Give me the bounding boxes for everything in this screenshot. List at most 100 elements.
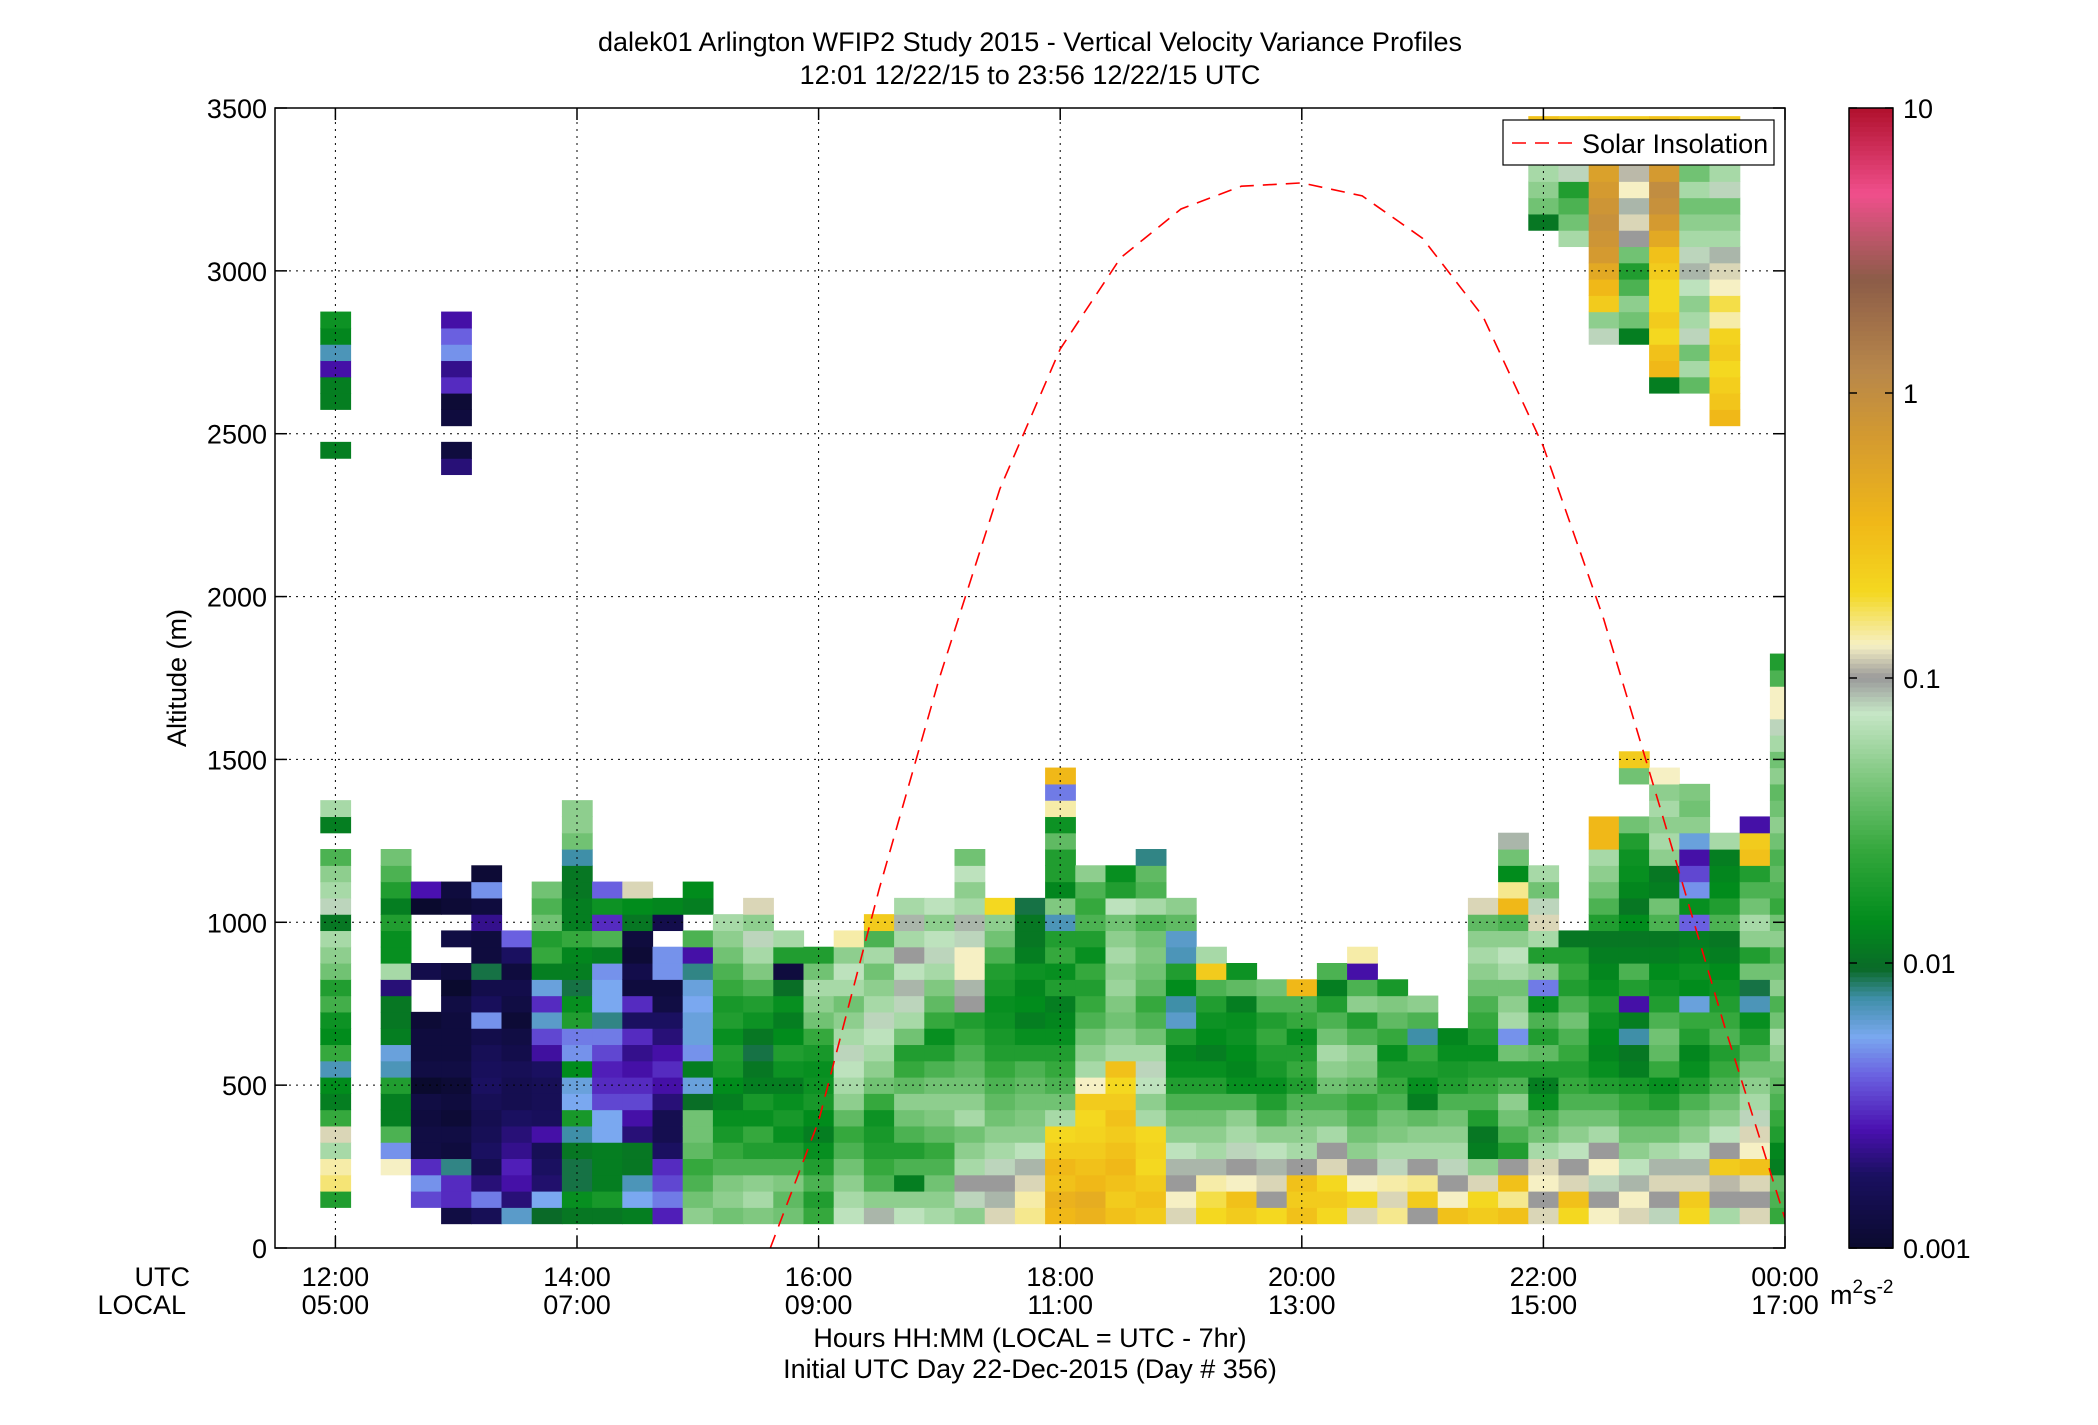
heatmap-cell [501,979,533,997]
heatmap-cell [1045,963,1076,980]
heatmap-cell [803,1028,835,1046]
heatmap-cell [592,1158,623,1176]
heatmap-cell [1558,230,1590,248]
heatmap-cell [1226,1158,1258,1176]
colorbar-segment [1849,179,1893,185]
heatmap-cell [833,1142,865,1160]
heatmap-cell [320,393,352,410]
colorbar-segment [1849,245,1893,252]
heatmap-cell [712,995,744,1013]
heatmap-cell [1588,197,1620,215]
colorbar-segment [1849,207,1893,214]
colorbar-segment [1849,853,1893,860]
heatmap-cell [652,1011,684,1029]
heatmap-cell [592,897,623,915]
colorbar-segment [1849,782,1893,789]
heatmap-cell [1588,230,1620,248]
x-tick-label-utc: 14:00 [543,1262,611,1292]
colorbar-segment [1849,369,1893,375]
heatmap-cell [380,1109,412,1127]
heatmap-cell [320,441,352,459]
heatmap-cell [531,1174,563,1192]
heatmap-cell [682,1077,714,1094]
colorbar-segment [1849,649,1893,656]
heatmap-cell [863,979,895,997]
heatmap-cell [1135,897,1167,915]
heatmap-cell [1649,865,1680,883]
colorbar-segment [1849,146,1893,152]
colorbar-segment [1849,1081,1893,1088]
heatmap-cell [1679,262,1711,280]
heatmap-cell [1769,897,1785,915]
colorbar-segment [1849,1124,1893,1131]
heatmap-cell [712,1109,744,1127]
heatmap-cell [773,1125,805,1143]
heatmap-cell [1347,1109,1378,1127]
heatmap-cell [924,963,956,980]
heatmap-cell [1709,995,1741,1013]
heatmap-cell [1135,1044,1167,1062]
heatmap-cell [984,1077,1016,1094]
heatmap-cell [1769,1109,1785,1127]
colorbar-segment [1849,459,1893,466]
heatmap-cell [1135,1011,1167,1029]
heatmap-cell [1679,1077,1711,1094]
heatmap-cell [1075,979,1107,997]
heatmap-cell [803,1191,835,1208]
colorbar-segment [1849,1210,1893,1216]
heatmap-cell [380,1044,412,1062]
heatmap-cell [682,1093,714,1111]
heatmap-cell [863,1060,895,1078]
heatmap-cell [1347,1093,1378,1111]
heatmap-cell [894,897,925,915]
colorbar-segment [1849,839,1893,846]
heatmap-cell [1075,1125,1107,1143]
heatmap-cell [1588,165,1620,182]
heatmap-cell [531,1044,563,1062]
colorbar-segment [1849,359,1893,366]
heatmap-cell [1709,1093,1741,1111]
heatmap-cell [1045,1028,1076,1046]
colorbar-segment [1849,431,1893,437]
colorbar-segment [1849,777,1893,784]
heatmap-cell [1196,979,1227,997]
heatmap-cell [954,1044,986,1062]
colorbar-segment [1849,925,1893,931]
colorbar-segment [1849,1115,1893,1121]
heatmap-cell [1528,865,1560,883]
heatmap-cell [1739,1158,1771,1176]
heatmap-cell [441,1093,472,1111]
heatmap-cell [1739,1028,1771,1046]
heatmap-cell [1558,1011,1590,1029]
colorbar-unit: m2s-2 [1830,1277,1893,1310]
colorbar-segment [1849,982,1893,988]
heatmap-cell [652,1158,684,1176]
colorbar-segment [1849,483,1893,489]
heatmap-cell [1196,1077,1227,1094]
heatmap-cell [1558,1109,1590,1127]
heatmap-cell [1709,409,1741,427]
heatmap-cell [1739,1077,1771,1094]
heatmap-cell [1316,1125,1348,1143]
heatmap-cell [1679,1191,1711,1208]
heatmap-cell [1588,181,1620,199]
heatmap-cell [1498,1207,1529,1225]
heatmap-cell [1226,1109,1258,1127]
heatmap-cell [1045,1044,1076,1062]
colorbar-segment [1849,602,1893,608]
colorbar-segment [1849,298,1893,304]
heatmap-cell [1709,1174,1741,1192]
heatmap-cell [320,1028,352,1046]
heatmap-cell [984,1158,1016,1176]
heatmap-cell [1316,963,1348,980]
colorbar-segment [1849,820,1893,827]
heatmap-cell [1498,1028,1529,1046]
colorbar-segment [1849,967,1893,974]
heatmap-cell [1467,1142,1499,1160]
heatmap-cell [1558,1093,1590,1111]
heatmap-cell [410,1077,442,1094]
heatmap-cell [501,1125,533,1143]
heatmap-cell [863,1158,895,1176]
heatmap-cell [712,1125,744,1143]
heatmap-cell [1558,1044,1590,1062]
